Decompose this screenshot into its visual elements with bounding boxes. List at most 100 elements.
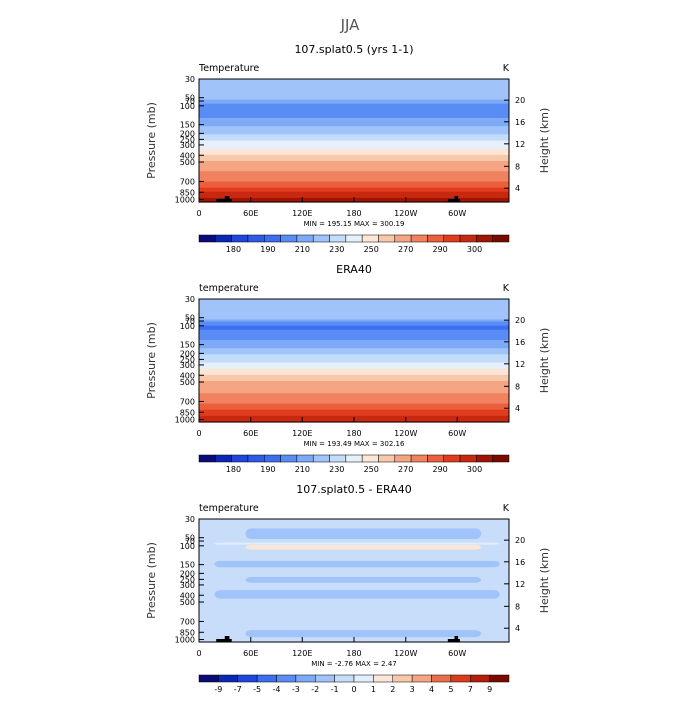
colorbar-label: 290 [432, 245, 447, 254]
colorbar-label: 180 [226, 465, 241, 474]
contour-band [199, 136, 509, 140]
y-tick-label: 300 [180, 141, 195, 150]
stats-label: MIN = 193.49 MAX = 302.16 [304, 440, 405, 448]
colorbar-swatch [198, 674, 219, 683]
y-tick-label: 250 [180, 355, 195, 364]
contour-band [199, 169, 509, 172]
contour-band [199, 115, 509, 119]
y-right-tick-label: 20 [515, 96, 525, 105]
contour-region [245, 545, 482, 550]
contour-band [199, 146, 509, 150]
y-right-tick-label: 12 [515, 140, 525, 149]
x-tick-label: 60E [243, 649, 258, 658]
contour-band [199, 549, 509, 553]
colorbar-swatch [315, 674, 335, 683]
contour-band [199, 144, 509, 148]
x-tick-label: 120W [394, 209, 417, 218]
topography-peak [454, 196, 459, 199]
x-tick-label: 180 [346, 649, 361, 658]
contour-band [199, 87, 509, 90]
x-tick-label: 0 [196, 649, 201, 658]
colorbar-swatch [198, 454, 216, 463]
colorbar-label: 0 [351, 685, 356, 694]
units-label: K [503, 283, 510, 294]
contour-band [199, 383, 509, 386]
contour-band [199, 613, 509, 616]
y-tick-label: 250 [180, 135, 195, 144]
panel-1: 107.splat0.5 (yrs 1-1)Temperature K305070… [145, 43, 551, 254]
colorbar-swatch [443, 454, 461, 463]
colorbar-label: 3 [410, 685, 415, 694]
contour-band [199, 185, 509, 189]
y-axis-label: Pressure (mb) [145, 542, 158, 619]
y-tick-label: 50 [185, 94, 195, 103]
contour-band [199, 553, 509, 557]
contour-band [199, 611, 509, 614]
contour-band [199, 619, 509, 623]
y-tick-label: 30 [185, 295, 195, 304]
colorbar-label: -2 [311, 685, 319, 694]
contour-band [199, 356, 509, 360]
y-right-tick-label: 20 [515, 316, 525, 325]
contour-band [199, 588, 509, 592]
colorbar-label: 300 [467, 465, 482, 474]
colorbar-swatch [247, 234, 265, 243]
colorbar-swatch [345, 234, 363, 243]
contour-band [199, 132, 509, 135]
colorbar-swatch [237, 674, 258, 683]
colorbar-swatch [492, 234, 510, 243]
contour-band [199, 331, 509, 335]
contour-band [199, 551, 509, 555]
colorbar-label: 9 [487, 685, 492, 694]
contour-band [199, 327, 509, 331]
y-tick-label: 1000 [175, 636, 195, 645]
colorbar-label: 4 [429, 685, 434, 694]
contour-band [199, 329, 509, 333]
colorbar-swatch [353, 674, 374, 683]
y-tick-label: 70 [185, 317, 195, 326]
colorbar-label: 190 [260, 245, 275, 254]
contour-band [199, 399, 509, 403]
contour-band [199, 111, 509, 115]
topography-mask [216, 639, 232, 642]
field-label: Temperature [198, 63, 259, 74]
x-tick-label: 120W [394, 429, 417, 438]
contour-band [199, 397, 509, 401]
colorbar-swatch [459, 234, 477, 243]
contour-band [199, 179, 509, 183]
y-tick-label: 100 [180, 322, 195, 331]
contour-band [199, 154, 509, 158]
contour-band [199, 101, 509, 105]
contour-region [245, 528, 482, 540]
y-tick-label: 150 [180, 341, 195, 350]
contour-band [199, 156, 509, 160]
x-tick-label: 120E [292, 429, 312, 438]
contour-band [199, 105, 509, 109]
contour-band [199, 543, 509, 547]
colorbar-swatch [394, 234, 412, 243]
contour-band [199, 158, 509, 162]
contour-band [199, 627, 509, 631]
contour-band [199, 374, 509, 378]
colorbar-swatch [198, 234, 216, 243]
colorbar-swatch [215, 234, 232, 243]
colorbar-label: -1 [331, 685, 339, 694]
colorbar-label: 270 [398, 465, 413, 474]
colorbar-swatch [470, 674, 490, 683]
contour-band [199, 340, 509, 343]
contour-band [199, 142, 509, 146]
contour-band [199, 167, 509, 170]
units-label: K [503, 503, 510, 514]
contour-band [199, 376, 509, 380]
colorbar-label: 7 [468, 685, 473, 694]
y-tick-label: 850 [180, 188, 195, 197]
colorbar-swatch [329, 454, 347, 463]
contour-band [199, 403, 509, 407]
y-axis-label: Pressure (mb) [145, 102, 158, 179]
contour-band [199, 586, 509, 590]
colorbar-label: 5 [448, 685, 453, 694]
contour-band [199, 584, 509, 588]
colorbar-swatch [392, 674, 413, 683]
